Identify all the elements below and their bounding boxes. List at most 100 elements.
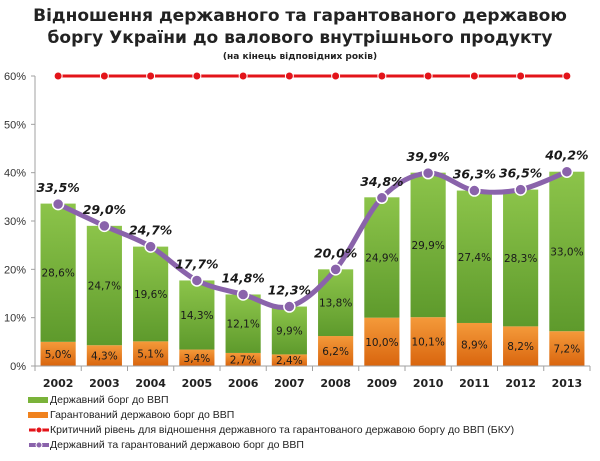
data-label-state-debt: 29,9% (411, 240, 444, 252)
data-label-total-debt: 34,8% (360, 174, 403, 189)
y-tick-label: 30% (4, 216, 26, 228)
lines (51, 71, 574, 313)
data-label-guaranteed-debt: 2,7% (230, 354, 257, 366)
legend: Державний борг до ВВП Гарантований держа… (28, 392, 514, 452)
x-tick-label: 2012 (505, 377, 536, 390)
bar-state-debt (225, 294, 261, 353)
y-axis: 0% 10% 20% 30% 40% 50% 60% (4, 71, 36, 373)
total-debt-marker (468, 184, 481, 197)
critical-level-marker (146, 71, 156, 81)
bar-guaranteed-debt (86, 345, 122, 366)
critical-level-marker (562, 71, 572, 81)
green-bar-swatch-icon (28, 396, 48, 403)
bar-state-debt (179, 280, 215, 350)
total-debt-marker (236, 288, 250, 301)
critical-level-marker (284, 71, 294, 81)
bar-guaranteed-debt (364, 317, 400, 366)
total-debt-marker (421, 166, 435, 180)
chart-title-line1: Відношення державного та гарантованого д… (33, 6, 567, 26)
critical-level-marker (53, 71, 63, 81)
x-tick-label: 2007 (274, 377, 305, 390)
x-tick-label: 2002 (43, 377, 74, 390)
bar-guaranteed-debt (40, 341, 76, 366)
data-label-total-debt: 14,8% (221, 270, 264, 285)
data-label-guaranteed-debt: 3,4% (184, 353, 211, 365)
critical-level-marker (423, 71, 433, 81)
critical-level-marker (192, 71, 202, 81)
y-tick-label: 0% (10, 361, 26, 373)
bar-guaranteed-debt (318, 336, 354, 366)
y-tick-label: 20% (4, 264, 26, 276)
critical-level-marker (238, 71, 248, 81)
bar-guaranteed-debt (179, 349, 215, 366)
total-debt-marker (560, 165, 574, 178)
x-tick-label: 2013 (552, 377, 583, 390)
bar-state-debt (410, 172, 446, 318)
x-tick-label: 2005 (182, 377, 213, 390)
orange-bar-swatch-icon (28, 411, 48, 418)
data-label-total-debt: 36,5% (499, 166, 542, 181)
x-tick-label: 2011 (459, 377, 490, 390)
data-label-guaranteed-debt: 5,0% (45, 349, 72, 361)
data-label-state-debt: 12,1% (226, 319, 259, 331)
x-tick-label: 2003 (89, 377, 120, 390)
total-debt-marker (514, 183, 527, 196)
bar-state-debt (503, 189, 539, 327)
data-label-guaranteed-debt: 4,3% (91, 351, 118, 363)
data-label-guaranteed-debt: 10,0% (365, 337, 398, 349)
data-label-state-debt: 24,9% (365, 252, 398, 264)
bar-state-debt (456, 190, 492, 323)
data-label-state-debt: 14,3% (180, 310, 213, 322)
bar-guaranteed-debt (225, 352, 261, 366)
data-label-total-debt: 20,0% (314, 245, 357, 260)
chart-subtitle: (на кінець відповідних років) (222, 52, 378, 62)
y-tick-label: 50% (4, 119, 26, 131)
total-debt-marker (98, 219, 111, 233)
bar-state-debt (86, 225, 122, 346)
legend-label: Державний та гарантований державою борг … (50, 438, 304, 451)
y-tick-label: 40% (4, 168, 26, 180)
y-tick-label: 60% (4, 71, 26, 83)
legend-label: Критичний рівень для відношення державно… (50, 423, 515, 436)
legend-item-critical-level: Критичний рівень для відношення державно… (28, 422, 514, 437)
data-label-total-debt: 33,5% (36, 180, 79, 195)
bar-guaranteed-debt (133, 341, 169, 366)
data-label-state-debt: 9,9% (276, 325, 303, 337)
data-label-guaranteed-debt: 5,1% (137, 349, 164, 361)
legend-item-total-debt: Державний та гарантований державою борг … (28, 437, 514, 452)
bar-state-debt (271, 306, 307, 355)
data-label-state-debt: 27,4% (458, 252, 491, 264)
data-label-state-debt: 28,3% (504, 253, 537, 265)
x-axis: 2002 2003 2004 2005 2006 2007 2008 2009 2010 2011… (34, 365, 591, 390)
data-label-guaranteed-debt: 7,2% (554, 344, 581, 356)
legend-label: Державний борг до ВВП (50, 393, 169, 406)
data-label-state-debt: 19,6% (134, 289, 167, 301)
bar-guaranteed-debt (503, 326, 539, 366)
data-label-guaranteed-debt: 8,9% (461, 339, 488, 351)
data-label-guaranteed-debt: 2,4% (276, 355, 303, 367)
x-tick-label: 2006 (228, 377, 259, 390)
y-tick-label: 10% (4, 313, 26, 325)
bar-guaranteed-debt (456, 322, 492, 366)
bar-state-debt (549, 171, 585, 332)
legend-item-state-debt: Державний борг до ВВП (28, 392, 514, 407)
total-debt-marker (190, 274, 204, 287)
data-label-total-debt: 40,2% (544, 148, 588, 163)
legend-item-guaranteed-debt: Гарантований державою борг до ВВП (28, 407, 514, 422)
data-labels: 5,0% 28,6% 4,3% 24,7% 5,1% 19,6% 3,4% 14,3% 2,7%… (36, 148, 588, 368)
total-debt-marker (375, 191, 389, 205)
legend-label: Гарантований державою борг до ВВП (50, 408, 235, 421)
data-label-total-debt: 39,9% (406, 149, 449, 164)
critical-level-marker (331, 71, 341, 81)
critical-level-marker (469, 71, 479, 81)
data-label-total-debt: 29,0% (83, 202, 126, 217)
bars (40, 171, 585, 366)
total-debt-marker (283, 300, 296, 313)
data-label-total-debt: 24,7% (129, 223, 172, 238)
total-debt-marker (144, 240, 157, 253)
data-label-state-debt: 33,0% (550, 246, 583, 258)
data-label-total-debt: 17,7% (175, 256, 218, 271)
bar-guaranteed-debt (410, 317, 446, 366)
data-label-state-debt: 24,7% (88, 281, 121, 293)
chart-title-line2: боргу України до валового внутрішнього п… (47, 28, 553, 48)
